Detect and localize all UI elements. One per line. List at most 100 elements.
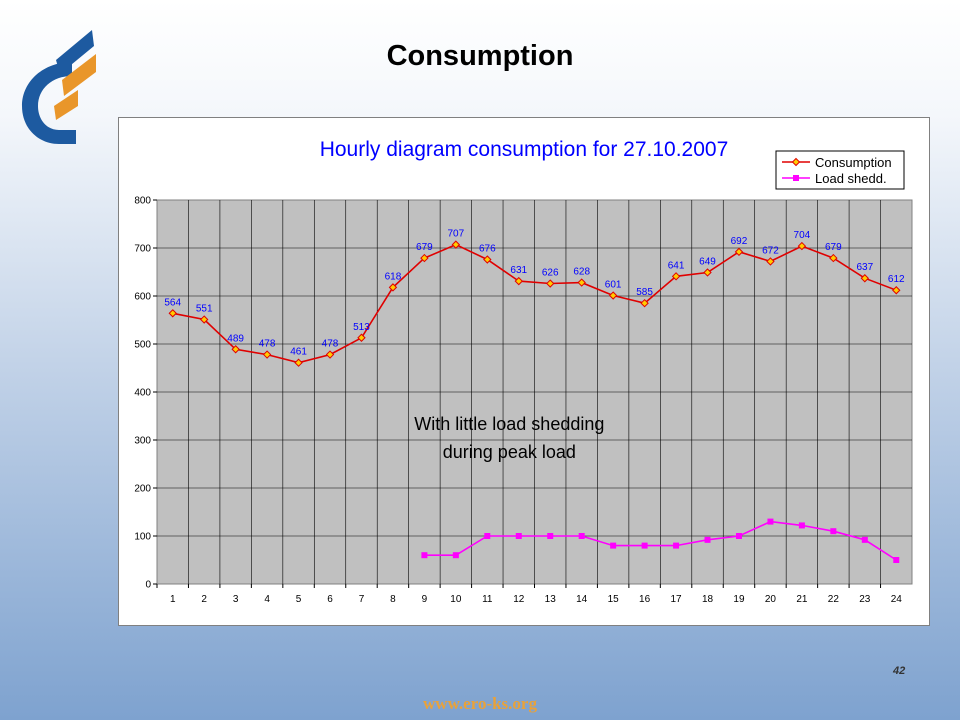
- x-tick-label: 7: [359, 594, 365, 605]
- y-tick-label: 500: [134, 340, 151, 351]
- data-label: 513: [353, 322, 370, 333]
- load-shedding-point: [515, 533, 522, 539]
- consumption-point: [671, 272, 681, 281]
- load-shedding-point: [641, 542, 648, 549]
- series-line-consumption: [172, 243, 897, 364]
- x-tick-label: 20: [765, 594, 777, 605]
- legend-label: Load shedd.: [815, 171, 887, 186]
- load-shedding-point: [735, 533, 742, 539]
- data-label: 631: [510, 265, 527, 276]
- page-number: 42: [893, 665, 906, 677]
- y-tick-label: 700: [134, 244, 151, 255]
- logo-orange-bar-lower: [54, 90, 78, 120]
- data-label: 704: [794, 230, 811, 241]
- consumption-point: [483, 255, 492, 264]
- y-tick-label: 600: [134, 292, 151, 303]
- x-tick-label: 1: [170, 594, 176, 605]
- data-label: 672: [762, 245, 779, 256]
- y-tick-label: 400: [134, 388, 151, 399]
- data-label: 478: [259, 339, 276, 350]
- x-tick-label: 19: [733, 594, 745, 605]
- data-label: 649: [699, 256, 716, 267]
- consumption-point: [577, 278, 586, 287]
- legend-label: Consumption: [815, 155, 892, 170]
- data-label: 692: [731, 236, 748, 247]
- consumption-point: [797, 241, 807, 251]
- consumption-point: [860, 274, 870, 283]
- x-tick-label: 18: [702, 594, 714, 605]
- y-tick-label: 100: [134, 532, 151, 543]
- chart-title: Hourly diagram consumption for 27.10.200…: [320, 138, 729, 161]
- logo-orange-bar-upper: [62, 54, 96, 96]
- data-label: 628: [573, 267, 590, 278]
- consumption-point: [168, 309, 177, 318]
- consumption-point: [892, 286, 901, 295]
- data-label: 626: [542, 268, 559, 279]
- load-shedding-point: [578, 533, 585, 539]
- consumption-point: [294, 358, 303, 367]
- x-tick-label: 3: [233, 594, 239, 605]
- load-shedding-point: [452, 552, 459, 559]
- data-label: 637: [856, 262, 873, 273]
- x-tick-label: 5: [296, 594, 302, 605]
- consumption-point: [199, 315, 209, 324]
- consumption-point: [766, 257, 775, 266]
- x-tick-label: 21: [796, 594, 808, 605]
- consumption-point: [640, 298, 649, 308]
- x-tick-label: 13: [545, 594, 557, 605]
- x-tick-label: 11: [482, 594, 493, 605]
- consumption-point: [231, 345, 240, 354]
- load-shedding-point: [798, 522, 805, 529]
- company-logo: [22, 30, 96, 144]
- load-shedding-point: [861, 536, 868, 543]
- x-tick-label: 17: [671, 594, 683, 605]
- x-tick-label: 4: [264, 594, 270, 605]
- x-tick-label: 15: [608, 594, 620, 605]
- load-shedding-point: [830, 528, 837, 535]
- x-tick-label: 16: [639, 594, 651, 605]
- x-tick-label: 6: [327, 594, 333, 605]
- consumption-point: [388, 283, 398, 292]
- consumption-point: [608, 291, 618, 300]
- legend-marker: [791, 157, 801, 167]
- legend-marker: [793, 175, 799, 181]
- consumption-point: [420, 253, 429, 263]
- data-label: 679: [416, 242, 433, 253]
- y-tick-label: 200: [134, 484, 151, 495]
- consumption-point: [546, 279, 555, 288]
- consumption-point: [262, 350, 272, 359]
- data-label: 585: [636, 287, 653, 298]
- x-tick-label: 23: [859, 594, 871, 605]
- load-shedding-point: [673, 542, 680, 549]
- consumption-point: [514, 276, 523, 286]
- hourly-consumption-chart: Hourly diagram consumption for 27.10.200…: [134, 138, 913, 605]
- load-shedding-point: [484, 533, 491, 539]
- data-label: 612: [888, 274, 905, 285]
- data-label: 641: [668, 260, 685, 271]
- x-tick-label: 24: [891, 594, 903, 605]
- data-label: 618: [385, 271, 402, 282]
- logo-blue-stroke-top: [56, 30, 94, 74]
- footer-url[interactable]: www.ero-ks.org: [423, 694, 537, 713]
- y-tick-label: 800: [134, 196, 151, 207]
- data-label: 676: [479, 244, 496, 255]
- x-tick-label: 8: [390, 594, 396, 605]
- consumption-point: [734, 247, 744, 257]
- x-tick-label: 9: [422, 594, 428, 605]
- data-label: 601: [605, 280, 622, 291]
- slide-title: Consumption: [386, 40, 574, 72]
- load-shedding-point: [421, 552, 428, 559]
- x-tick-label: 2: [201, 594, 207, 605]
- x-tick-label: 14: [576, 594, 588, 605]
- consumption-point: [703, 268, 712, 277]
- y-tick-label: 0: [145, 580, 151, 591]
- load-shedding-point: [610, 542, 617, 549]
- consumption-point: [325, 350, 335, 359]
- x-tick-label: 12: [513, 594, 525, 605]
- chart-annotation: With little load shedding: [414, 414, 604, 434]
- data-label: 461: [290, 347, 307, 358]
- load-shedding-point: [704, 536, 711, 543]
- series-line-load-shedding: [424, 520, 897, 561]
